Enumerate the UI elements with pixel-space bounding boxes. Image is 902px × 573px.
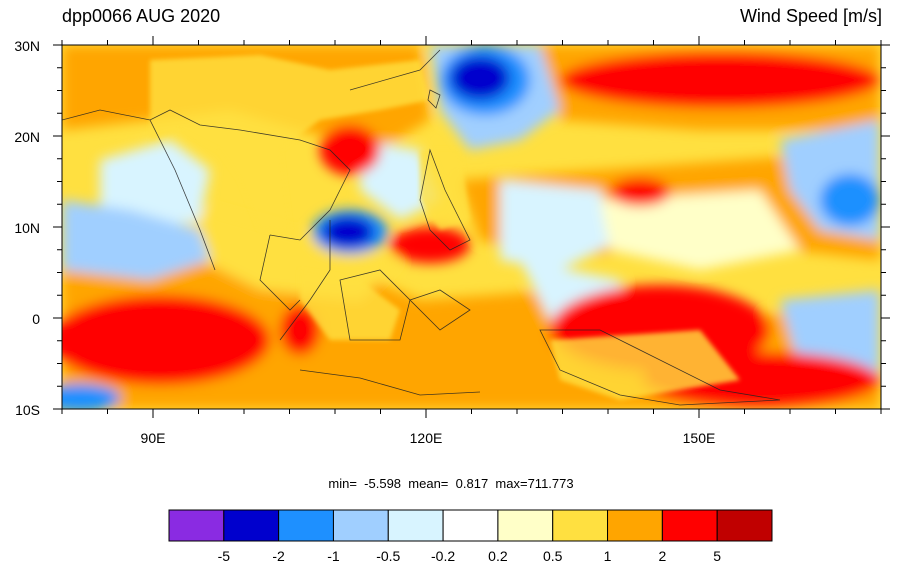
colorbar-swatch	[223, 509, 280, 542]
colorbar-label: 0.2	[488, 548, 508, 564]
colorbar-swatch	[442, 509, 499, 542]
lat-label: 10N	[14, 220, 40, 236]
max-label: max=	[495, 476, 528, 491]
colorbar-swatch	[497, 509, 554, 542]
field-statistics: min= -5.598 mean= 0.817 max=711.773	[0, 476, 902, 491]
colorbar-label: 2	[658, 548, 667, 564]
colorbar-swatch	[168, 509, 225, 542]
colorbar-label: -5	[217, 548, 231, 564]
colorbar-label: 5	[713, 548, 722, 564]
mean-value: 0.817	[455, 476, 489, 491]
colorbar-label: -0.5	[376, 548, 401, 564]
colorbar-swatch	[332, 509, 389, 542]
lon-label: 150E	[683, 430, 716, 446]
lat-label: 10S	[15, 402, 40, 418]
colorbar	[168, 509, 773, 542]
lon-label: 90E	[141, 430, 166, 446]
axis-ticks	[53, 36, 890, 418]
max-value: 711.773	[527, 476, 574, 491]
mean-label: mean=	[408, 476, 449, 491]
colorbar-swatch	[552, 509, 609, 542]
lon-label: 120E	[410, 430, 443, 446]
colorbar-swatch	[716, 509, 773, 542]
lat-label: 20N	[14, 129, 40, 145]
plot-title-left: dpp0066 AUG 2020	[62, 6, 221, 26]
min-label: min=	[328, 476, 357, 491]
lat-label: 30N	[14, 38, 40, 54]
colorbar-swatch	[607, 509, 663, 542]
colorbar-label: 1	[603, 548, 612, 564]
colorbar-swatch	[278, 509, 334, 542]
colorbar-label: -1	[327, 548, 340, 564]
min-value: -5.598	[364, 476, 402, 491]
colorbar-label: -2	[272, 548, 285, 564]
colorbar-swatch	[661, 509, 718, 542]
colorbar-label: 0.5	[542, 548, 563, 564]
colorbar-label: -0.2	[431, 548, 456, 564]
wind-speed-field	[62, 45, 881, 409]
plot-title-right: Wind Speed [m/s]	[739, 6, 882, 26]
colorbar-swatch	[387, 509, 444, 542]
lat-label: 0	[32, 311, 40, 327]
